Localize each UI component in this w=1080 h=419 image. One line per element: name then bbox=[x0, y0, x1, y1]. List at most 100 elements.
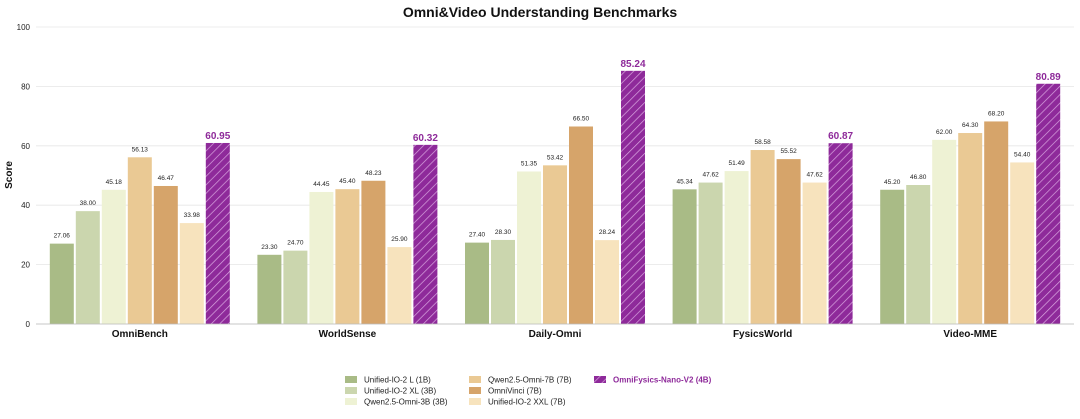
bar bbox=[257, 254, 282, 324]
data-label: 54.40 bbox=[1014, 151, 1031, 158]
data-label: 85.24 bbox=[620, 59, 645, 70]
data-label: 58.58 bbox=[754, 139, 771, 146]
data-label: 48.23 bbox=[365, 170, 382, 177]
data-label: 64.30 bbox=[962, 122, 979, 129]
data-label: 25.90 bbox=[391, 236, 408, 243]
legend-swatch bbox=[345, 398, 357, 405]
chart-title: Omni&Video Understanding Benchmarks bbox=[403, 4, 678, 20]
legend-label: Unified-IO-2 L (1B) bbox=[364, 376, 431, 385]
y-tick-label: 60 bbox=[21, 142, 30, 151]
legend-swatch bbox=[469, 398, 481, 405]
data-label: 45.20 bbox=[884, 179, 901, 186]
bar bbox=[672, 189, 697, 324]
data-label: 45.34 bbox=[676, 178, 693, 185]
bar bbox=[283, 250, 308, 324]
data-label: 33.98 bbox=[184, 212, 201, 219]
data-label: 47.62 bbox=[806, 172, 823, 179]
bar bbox=[984, 121, 1009, 324]
data-label: 55.52 bbox=[780, 148, 797, 155]
bar bbox=[750, 150, 775, 324]
y-tick-label: 80 bbox=[21, 82, 30, 91]
bar bbox=[205, 142, 230, 324]
bar bbox=[335, 189, 360, 324]
data-label: 23.30 bbox=[261, 244, 278, 251]
data-label: 24.70 bbox=[287, 240, 304, 247]
x-tick-label: FysicsWorld bbox=[733, 329, 792, 340]
bar bbox=[543, 165, 567, 324]
y-axis-label: Score bbox=[4, 161, 15, 189]
legend-swatch bbox=[594, 376, 606, 383]
bar bbox=[517, 171, 541, 324]
bar bbox=[932, 139, 957, 324]
data-label: 46.80 bbox=[910, 174, 927, 181]
bar bbox=[387, 247, 412, 324]
data-label: 45.18 bbox=[106, 179, 123, 186]
legend-label: Qwen2.5-Omni-7B (7B) bbox=[488, 376, 572, 385]
bar bbox=[153, 185, 178, 324]
data-label: 44.45 bbox=[313, 181, 330, 188]
bar bbox=[569, 126, 593, 325]
data-label: 51.49 bbox=[728, 160, 745, 167]
bar bbox=[127, 157, 152, 324]
bar bbox=[958, 133, 983, 324]
y-axis: 0 20 40 60 80 100 bbox=[17, 23, 31, 329]
data-label: 47.62 bbox=[702, 172, 719, 179]
bar bbox=[880, 189, 905, 324]
data-label: 45.40 bbox=[339, 178, 356, 185]
bar bbox=[621, 70, 645, 325]
bar bbox=[802, 182, 827, 324]
bar bbox=[724, 171, 749, 324]
bar bbox=[1010, 162, 1035, 324]
bar bbox=[49, 243, 74, 324]
legend-label: OmniFysics-Nano-V2 (4B) bbox=[613, 376, 712, 385]
x-tick-label: OmniBench bbox=[112, 329, 168, 340]
x-tick-label: Daily-Omni bbox=[529, 329, 582, 340]
data-label: 68.20 bbox=[988, 110, 1005, 117]
data-label: 38.00 bbox=[80, 200, 97, 207]
data-label: 51.35 bbox=[521, 160, 538, 167]
legend-label: Unified-IO-2 XL (3B) bbox=[364, 387, 437, 396]
legend-swatch bbox=[345, 376, 357, 383]
data-label: 27.06 bbox=[54, 233, 71, 240]
data-label: 60.95 bbox=[205, 131, 230, 142]
legend-swatch bbox=[469, 376, 481, 383]
data-label: 56.13 bbox=[132, 146, 149, 153]
data-label: 53.42 bbox=[547, 154, 564, 161]
x-tick-label: Video-MME bbox=[943, 329, 997, 340]
legend-swatch bbox=[469, 387, 481, 394]
y-tick-label: 100 bbox=[17, 23, 31, 32]
data-label: 60.87 bbox=[828, 131, 853, 142]
bar bbox=[698, 182, 723, 324]
bar bbox=[309, 191, 334, 324]
bar bbox=[75, 211, 100, 324]
legend-label: OmniVinci (7B) bbox=[488, 387, 542, 396]
y-tick-label: 40 bbox=[21, 201, 30, 210]
data-label: 27.40 bbox=[469, 232, 486, 239]
y-tick-label: 20 bbox=[21, 261, 30, 270]
legend: Unified-IO-2 L (1B) Unified-IO-2 XL (3B) Q… bbox=[345, 376, 712, 407]
legend-swatch bbox=[345, 387, 357, 394]
x-tick-label: WorldSense bbox=[319, 329, 377, 340]
legend-label: Unified-IO-2 XXL (7B) bbox=[488, 398, 566, 407]
bars: 27.06 38.00 45.18 56.13 46.47 33.98 60.95 23.30… bbox=[49, 59, 1061, 325]
data-label: 46.47 bbox=[158, 175, 175, 182]
bar bbox=[1036, 83, 1061, 324]
data-label: 80.89 bbox=[1036, 72, 1061, 83]
data-label: 60.32 bbox=[413, 133, 438, 144]
bar bbox=[465, 242, 489, 324]
x-axis-categories: OmniBench WorldSense Daily-Omni FysicsWorld… bbox=[112, 329, 998, 340]
bar bbox=[413, 144, 438, 324]
y-tick-label: 0 bbox=[26, 320, 31, 329]
bar bbox=[776, 159, 801, 324]
bar bbox=[179, 223, 204, 324]
data-label: 62.00 bbox=[936, 129, 953, 136]
data-label: 66.50 bbox=[573, 115, 590, 122]
legend-label: Qwen2.5-Omni-3B (3B) bbox=[364, 398, 448, 407]
data-label: 28.30 bbox=[495, 229, 512, 236]
bar bbox=[828, 143, 853, 324]
bar bbox=[101, 189, 126, 324]
bar bbox=[361, 180, 386, 324]
bar bbox=[906, 185, 931, 324]
bar bbox=[491, 239, 515, 324]
